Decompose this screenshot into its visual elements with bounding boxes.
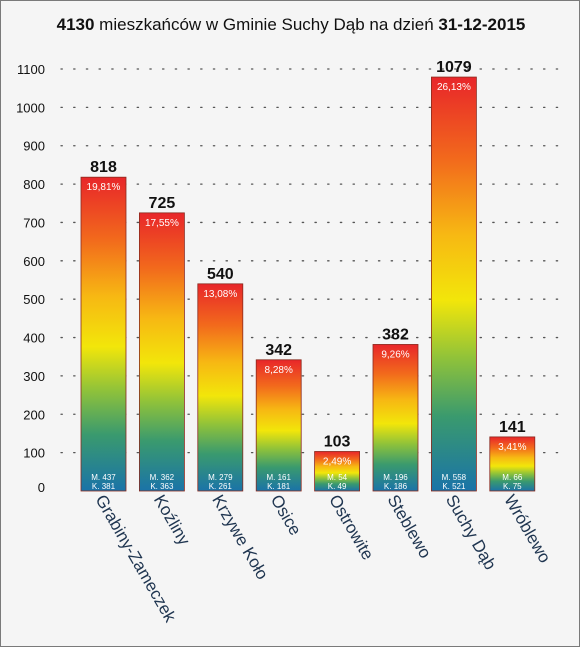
- y-tick-label: 600: [23, 254, 45, 269]
- category-label: Krzywe Koło: [208, 492, 272, 583]
- percent-label: 26,13%: [437, 82, 471, 93]
- percent-label: 8,28%: [265, 365, 293, 376]
- female-count-label: K. 49: [328, 482, 347, 491]
- gridlines: [60, 68, 564, 454]
- y-tick-label: 0: [38, 480, 45, 495]
- percent-label: 13,08%: [203, 289, 237, 300]
- y-tick-label: 800: [23, 177, 45, 192]
- category-label: Osice: [267, 492, 305, 539]
- y-axis-ticks: 0 100 200 300 400 500 600 700 800 900 1000 1100: [16, 62, 45, 495]
- y-tick-label: 1000: [16, 100, 45, 115]
- y-tick-label: 100: [23, 446, 45, 461]
- title-middle: mieszkańców w Gminie Suchy Dąb na dzień: [94, 15, 438, 34]
- title-total: 4130: [57, 15, 95, 34]
- male-count-label: M. 196: [383, 473, 408, 482]
- title-date: 31-12-2015: [438, 15, 525, 34]
- bar: [489, 436, 536, 492]
- y-tick-label: 300: [23, 369, 45, 384]
- value-label: 103: [324, 433, 351, 450]
- male-count-label: M. 437: [91, 473, 116, 482]
- category-label: Suchy Dąb: [442, 492, 500, 574]
- bar: [197, 283, 244, 492]
- category-label: Steblewo: [384, 492, 435, 562]
- male-count-label: M. 66: [502, 473, 523, 482]
- male-count-label: M. 54: [327, 473, 348, 482]
- percent-label: 9,26%: [381, 349, 409, 360]
- bar: [255, 359, 302, 492]
- bar: [80, 176, 127, 492]
- percent-label: 3,41%: [498, 442, 526, 453]
- value-label: 540: [207, 266, 234, 283]
- value-label: 342: [265, 342, 292, 359]
- y-tick-label: 700: [23, 215, 45, 230]
- value-label: 1079: [436, 59, 472, 76]
- percent-label: 19,81%: [87, 182, 121, 193]
- percent-label: 17,55%: [145, 218, 179, 229]
- percent-label: 2,49%: [323, 456, 351, 467]
- female-count-label: K. 521: [442, 482, 466, 491]
- y-tick-label: 900: [23, 139, 45, 154]
- female-count-label: K. 186: [384, 482, 408, 491]
- y-tick-label: 1100: [17, 62, 45, 77]
- male-count-label: M. 558: [442, 473, 467, 482]
- y-tick-label: 200: [23, 407, 45, 422]
- y-tick-label: 400: [23, 331, 45, 346]
- bar: [372, 344, 419, 492]
- category-label: Wróblewo: [500, 492, 554, 567]
- value-label: 818: [90, 159, 117, 176]
- male-count-label: M. 161: [266, 473, 291, 482]
- female-count-label: K. 363: [150, 482, 174, 491]
- value-label: 725: [149, 195, 176, 212]
- value-label: 382: [382, 326, 409, 343]
- male-count-label: M. 362: [150, 473, 175, 482]
- value-label: 141: [499, 419, 526, 436]
- bars: [80, 76, 536, 492]
- y-tick-label: 500: [23, 292, 45, 307]
- bar: [138, 212, 185, 492]
- male-count-label: M. 279: [208, 473, 233, 482]
- category-label: Koźliny: [150, 492, 194, 549]
- category-label: Ostrowite: [325, 492, 377, 564]
- female-count-label: K. 75: [503, 482, 522, 491]
- female-count-label: K. 181: [267, 482, 291, 491]
- bar: [314, 451, 361, 492]
- bar: [430, 76, 477, 492]
- female-count-label: K. 381: [92, 482, 116, 491]
- chart-title: 4130 mieszkańców w Gminie Suchy Dąb na d…: [57, 15, 526, 34]
- female-count-label: K. 261: [209, 482, 233, 491]
